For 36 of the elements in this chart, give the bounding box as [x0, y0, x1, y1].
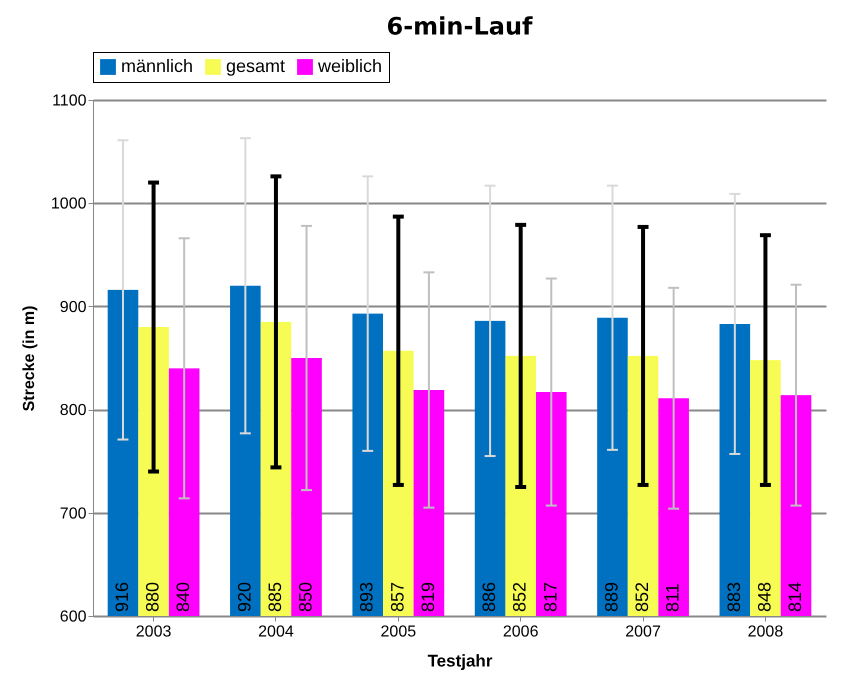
- y-tick-label: 1100: [52, 92, 87, 110]
- data-label: 920: [234, 582, 254, 612]
- data-label: 850: [296, 582, 316, 612]
- data-label: 916: [112, 582, 132, 612]
- x-tick-label: 2005: [380, 624, 416, 640]
- data-label: 852: [510, 582, 530, 612]
- legend-label: gesamt: [226, 56, 286, 76]
- data-label: 883: [724, 582, 744, 612]
- y-tick-label: 700: [60, 505, 87, 522]
- data-label: 814: [785, 582, 806, 612]
- data-label: 893: [356, 582, 377, 612]
- data-label: 886: [479, 582, 500, 612]
- x-tick-label: 2007: [625, 624, 661, 640]
- y-axis-title: Strecke (in m): [20, 306, 38, 412]
- data-label: 857: [387, 582, 408, 612]
- y-tick-label: 600: [60, 608, 87, 626]
- chart-title: 6-min-Lauf: [386, 12, 534, 40]
- x-tick-label: 2008: [748, 624, 784, 640]
- x-axis-title: Testjahr: [428, 652, 493, 670]
- data-label: 885: [264, 582, 285, 612]
- data-label: 848: [754, 582, 774, 612]
- y-tick-label: 900: [60, 298, 87, 316]
- data-label: 817: [540, 582, 560, 612]
- x-tick-label: 2003: [136, 624, 172, 640]
- data-label: 840: [173, 582, 194, 612]
- data-label: 880: [142, 582, 163, 612]
- legend-label: männlich: [121, 56, 194, 76]
- y-tick-label: 800: [60, 402, 87, 420]
- x-tick-label: 2006: [502, 624, 539, 640]
- legend-label: weiblich: [317, 56, 382, 76]
- y-tick-label: 1000: [50, 196, 87, 213]
- data-label: 819: [418, 582, 438, 612]
- data-label: 811: [662, 583, 683, 612]
- data-label: 889: [601, 582, 622, 612]
- data-label: 852: [632, 582, 652, 612]
- x-tick-label: 2004: [258, 624, 294, 640]
